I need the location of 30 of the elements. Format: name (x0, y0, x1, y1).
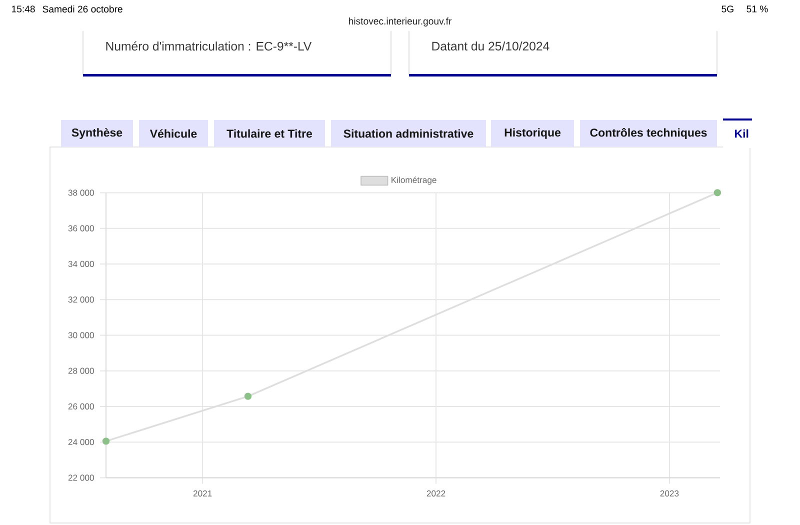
text: Kil (735, 129, 748, 138)
text: Samedi 26 octobre (42, 5, 122, 13)
text: Synthèse (72, 128, 122, 139)
text: Contrôles techniques (590, 128, 707, 139)
x-tick-label: 2021 (193, 490, 212, 496)
text: histovec.interieur.gouv.fr (349, 18, 452, 26)
text: Situation administrative (344, 129, 474, 138)
y-tick-label: 32 000 (68, 296, 94, 303)
y-tick-label: 28 000 (68, 368, 94, 374)
point (102, 438, 110, 445)
text: 15:48 (12, 6, 35, 12)
y-tick-label: 30 000 (68, 332, 94, 338)
y-tick-label: 34 000 (68, 260, 94, 267)
text: Historique (504, 128, 561, 139)
point (244, 392, 252, 400)
y-tick-label: 36 000 (68, 225, 94, 232)
point (714, 189, 722, 196)
text: 5G (722, 6, 734, 12)
x-tick-label: 2023 (660, 490, 679, 496)
y-tick-label: 22 000 (68, 474, 94, 481)
y-tick-label: 26 000 (68, 403, 94, 410)
text: Titulaire et Titre (226, 129, 312, 138)
y-tick-label: 38 000 (68, 190, 94, 196)
text: Numéro d'immatriculation : EC-9**-LV (106, 41, 312, 51)
legend-label: Kilométrage (392, 176, 436, 185)
text: 51 % (746, 6, 768, 12)
x-tick-label: 2022 (426, 490, 446, 496)
text: Datant du 25/10/2024 (432, 41, 550, 51)
y-tick-label: 24 000 (68, 439, 94, 446)
text: Véhicule (150, 129, 197, 138)
